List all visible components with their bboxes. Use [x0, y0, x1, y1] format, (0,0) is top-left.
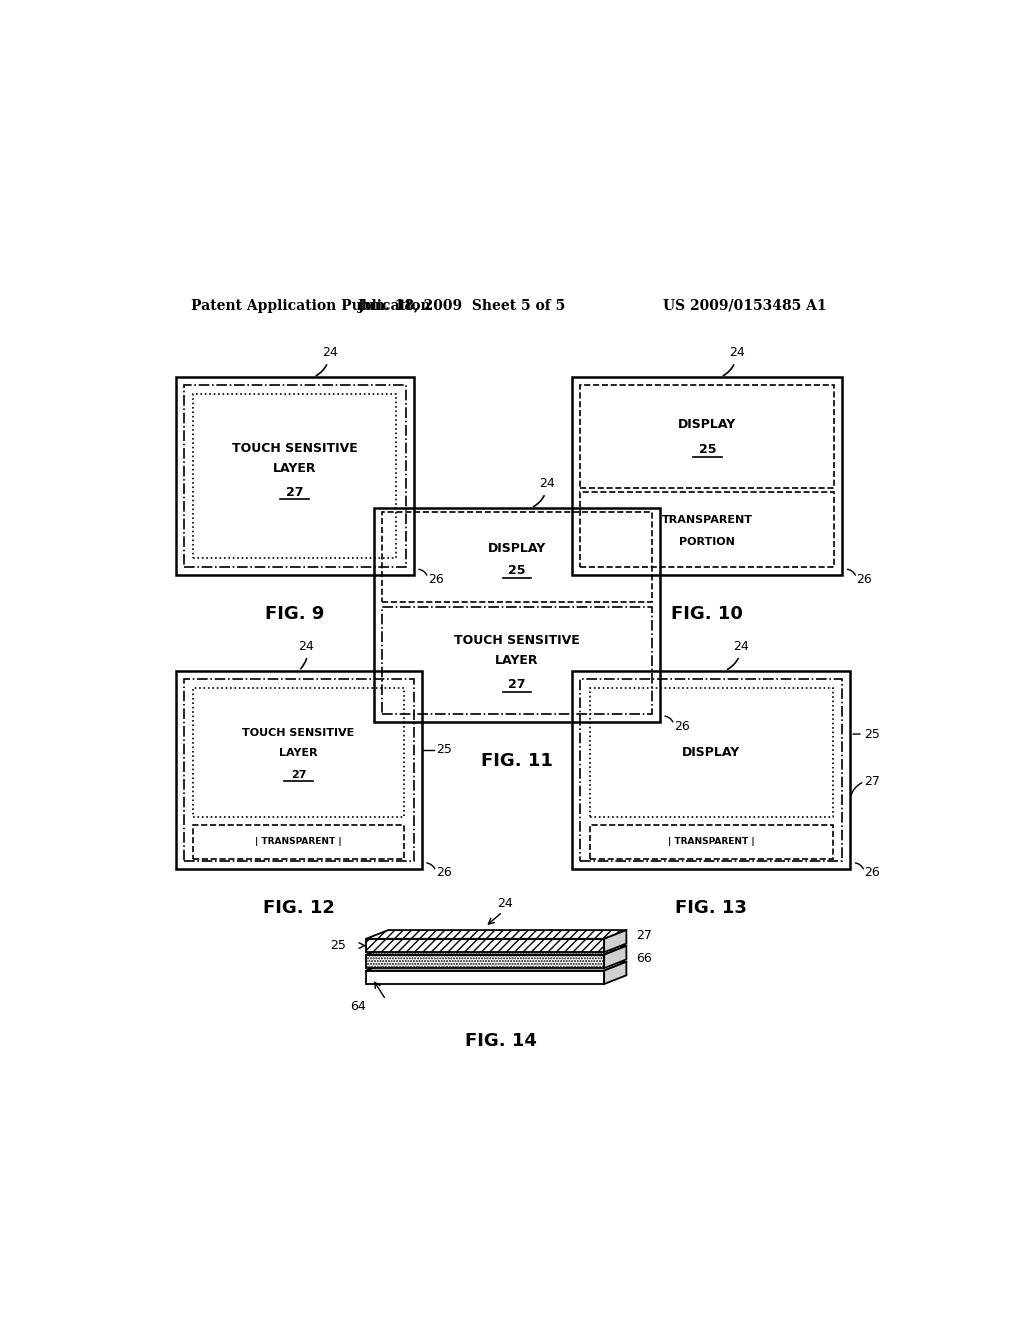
Text: DISPLAY: DISPLAY: [682, 746, 740, 759]
Text: 24: 24: [534, 478, 555, 507]
Text: LAYER: LAYER: [280, 747, 317, 758]
Text: 27: 27: [864, 775, 881, 788]
Text: 24: 24: [299, 640, 314, 669]
Text: FIG. 11: FIG. 11: [481, 752, 553, 771]
Polygon shape: [367, 939, 604, 952]
Bar: [382, 512, 651, 602]
Text: Patent Application Publication: Patent Application Publication: [191, 298, 431, 313]
Text: 27: 27: [636, 929, 652, 941]
Bar: [572, 378, 843, 576]
Polygon shape: [367, 970, 604, 983]
Bar: [374, 508, 659, 722]
Text: | TRANSPARENT |: | TRANSPARENT |: [255, 837, 342, 846]
Text: 24: 24: [723, 346, 744, 376]
Polygon shape: [367, 962, 627, 970]
Text: PORTION: PORTION: [679, 537, 735, 546]
Text: DISPLAY: DISPLAY: [487, 543, 546, 556]
Text: TOUCH SENSITIVE: TOUCH SENSITIVE: [243, 727, 354, 738]
Text: 24: 24: [316, 346, 337, 376]
Text: 24: 24: [497, 898, 513, 911]
Text: DISPLAY: DISPLAY: [678, 418, 736, 432]
Text: 27: 27: [286, 486, 303, 499]
Text: FIG. 9: FIG. 9: [265, 606, 325, 623]
Text: 25: 25: [436, 743, 452, 756]
Text: | TRANSPARENT |: | TRANSPARENT |: [668, 837, 755, 846]
Polygon shape: [367, 931, 627, 939]
Text: US 2009/0153485 A1: US 2009/0153485 A1: [663, 298, 826, 313]
Text: 64: 64: [350, 999, 366, 1012]
Text: 25: 25: [864, 727, 881, 741]
Bar: [194, 688, 404, 817]
Bar: [382, 607, 651, 714]
Bar: [590, 688, 833, 817]
Text: FIG. 10: FIG. 10: [672, 606, 743, 623]
Text: 26: 26: [436, 866, 452, 879]
Text: LAYER: LAYER: [273, 462, 316, 475]
Text: TOUCH SENSITIVE: TOUCH SENSITIVE: [231, 442, 357, 455]
Bar: [183, 385, 406, 568]
Text: LAYER: LAYER: [496, 655, 539, 667]
Bar: [581, 385, 835, 488]
Polygon shape: [367, 954, 604, 968]
Bar: [194, 825, 404, 858]
Text: 27: 27: [291, 770, 306, 780]
Text: TRANSPARENT: TRANSPARENT: [662, 515, 753, 525]
Text: TOUCH SENSITIVE: TOUCH SENSITIVE: [454, 635, 580, 647]
Polygon shape: [604, 931, 627, 952]
Bar: [581, 492, 835, 568]
Bar: [590, 825, 833, 858]
Polygon shape: [367, 946, 627, 954]
Text: 26: 26: [856, 573, 872, 586]
Text: 26: 26: [428, 573, 443, 586]
Bar: [194, 395, 396, 558]
Text: 25: 25: [508, 565, 525, 577]
Text: 27: 27: [508, 678, 525, 690]
Text: FIG. 13: FIG. 13: [676, 899, 748, 917]
Text: FIG. 14: FIG. 14: [465, 1032, 537, 1049]
Polygon shape: [604, 946, 627, 968]
Text: 25: 25: [331, 939, 346, 952]
Text: 66: 66: [636, 952, 651, 965]
Bar: [176, 671, 422, 869]
Bar: [183, 678, 414, 861]
Bar: [176, 378, 414, 576]
Text: FIG. 12: FIG. 12: [263, 899, 335, 917]
Text: 24: 24: [728, 640, 749, 669]
Bar: [572, 671, 850, 869]
Polygon shape: [604, 962, 627, 983]
Bar: [581, 678, 842, 861]
Text: 26: 26: [864, 866, 881, 879]
Text: 26: 26: [674, 719, 690, 733]
Text: 25: 25: [698, 444, 716, 457]
Text: Jun. 18, 2009  Sheet 5 of 5: Jun. 18, 2009 Sheet 5 of 5: [357, 298, 565, 313]
